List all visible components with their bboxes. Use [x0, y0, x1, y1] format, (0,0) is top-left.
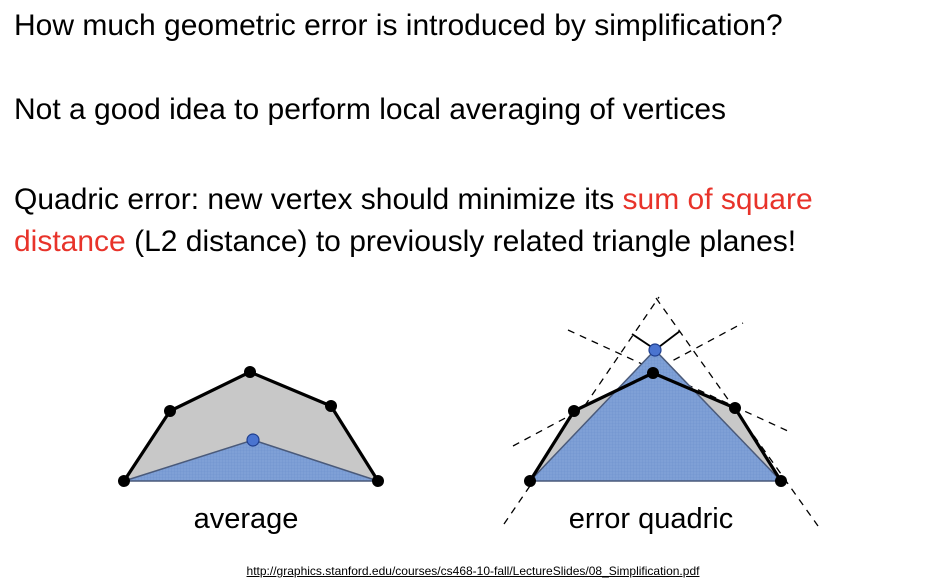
- average-vertex-4: [325, 400, 337, 412]
- simplification-figure: average error quadric: [118, 296, 819, 535]
- quadric-error-text: Quadric error: new vertex should minimiz…: [14, 183, 623, 216]
- error-quadric-diagram: [503, 296, 819, 527]
- quadric-error-line-2: distance (L2 distance) to previously rel…: [14, 222, 796, 262]
- error-quadric-label: error quadric: [569, 503, 733, 535]
- average-vertex-5: [372, 475, 384, 487]
- quadric-error-line-1: Quadric error: new vertex should minimiz…: [14, 180, 813, 220]
- quadric-vertex-5: [775, 475, 787, 487]
- average-vertex-2: [164, 405, 176, 417]
- statement-local-averaging: Not a good idea to perform local averagi…: [14, 90, 726, 130]
- quadric-vertex-4: [729, 402, 741, 414]
- quadric-vertex-1: [524, 475, 536, 487]
- average-vertex-1: [118, 475, 130, 487]
- quadric-new-vertex: [648, 343, 662, 357]
- quadric-blue-triangle: [528, 348, 783, 482]
- average-label: average: [194, 503, 299, 535]
- average-new-vertex: [246, 433, 260, 447]
- highlight-sum-of-square: sum of square: [622, 183, 813, 216]
- average-vertex-3: [244, 366, 256, 378]
- statement-local-averaging-text: Not a good idea to perform local averagi…: [14, 93, 727, 126]
- average-blue-triangle: [123, 439, 379, 482]
- quadric-vertex-3: [647, 367, 659, 379]
- heading-geometric-error: How much geometric error is introduced b…: [14, 9, 783, 42]
- quadric-vertex-2: [568, 405, 580, 417]
- source-link[interactable]: http://graphics.stanford.edu/courses/cs4…: [246, 564, 700, 578]
- quadric-error-continuation: (L2 distance) to previously related tria…: [125, 225, 797, 258]
- average-diagram: [118, 366, 384, 487]
- highlight-distance: distance: [14, 225, 126, 258]
